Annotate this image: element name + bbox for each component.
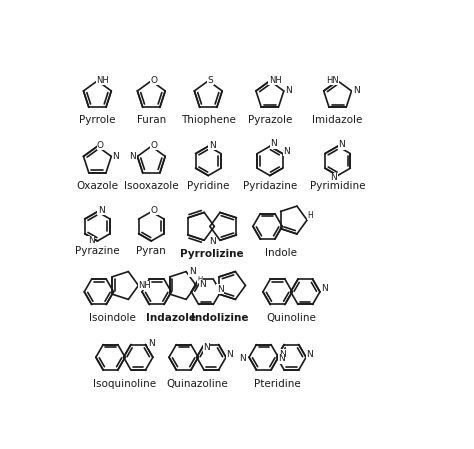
Text: Pyridazine: Pyridazine [243, 181, 297, 191]
Text: Isooxazole: Isooxazole [124, 181, 179, 191]
Text: NH: NH [269, 75, 282, 84]
Text: N: N [209, 237, 216, 246]
Text: Indole: Indole [265, 248, 297, 258]
Text: Pyrazole: Pyrazole [248, 115, 292, 125]
Text: Pyrazine: Pyrazine [75, 247, 120, 256]
Text: Pyridine: Pyridine [187, 181, 229, 191]
Text: O: O [151, 141, 158, 150]
Text: Thiophene: Thiophene [181, 115, 236, 125]
Text: N: N [98, 206, 105, 215]
Text: Isoindole: Isoindole [90, 313, 136, 323]
Text: N: N [239, 354, 246, 363]
Text: N: N [330, 173, 337, 182]
Text: N: N [321, 284, 328, 293]
Text: H: H [197, 276, 203, 282]
Text: N: N [227, 350, 233, 359]
Text: NH: NH [96, 75, 109, 84]
Text: N: N [199, 280, 206, 289]
Text: N: N [203, 343, 210, 352]
Text: N: N [279, 350, 285, 359]
Text: Indolizine: Indolizine [191, 313, 248, 323]
Text: Pyrrole: Pyrrole [79, 115, 116, 125]
Text: N: N [129, 152, 136, 161]
Text: Isoquinoline: Isoquinoline [93, 379, 156, 389]
Text: N: N [278, 354, 285, 363]
Text: N: N [217, 285, 223, 294]
Text: Pyrrolizine: Pyrrolizine [180, 250, 244, 260]
Text: Indazole: Indazole [146, 313, 196, 323]
Text: O: O [151, 206, 158, 215]
Text: N: N [283, 147, 290, 156]
Text: O: O [151, 75, 158, 84]
Text: Imidazole: Imidazole [312, 115, 363, 125]
Text: N: N [88, 237, 95, 246]
Text: Pteridine: Pteridine [254, 379, 301, 389]
Text: Quinoline: Quinoline [266, 313, 316, 323]
Text: N: N [353, 87, 360, 96]
Text: N: N [307, 350, 313, 359]
Text: HN: HN [326, 75, 338, 84]
Text: Pyrimidine: Pyrimidine [310, 181, 365, 191]
Text: Pyran: Pyran [137, 247, 166, 256]
Text: N: N [338, 140, 345, 149]
Text: N: N [270, 140, 277, 149]
Text: S: S [208, 75, 213, 84]
Text: N: N [285, 87, 292, 96]
Text: N: N [112, 152, 119, 161]
Text: N: N [148, 339, 155, 348]
Text: NH: NH [138, 281, 151, 290]
Text: N: N [189, 267, 196, 276]
Text: Oxazole: Oxazole [76, 181, 118, 191]
Text: Quinazoline: Quinazoline [167, 379, 228, 389]
Text: O: O [97, 141, 104, 150]
Text: N: N [209, 141, 216, 150]
Text: H: H [307, 211, 313, 220]
Text: Furan: Furan [137, 115, 166, 125]
